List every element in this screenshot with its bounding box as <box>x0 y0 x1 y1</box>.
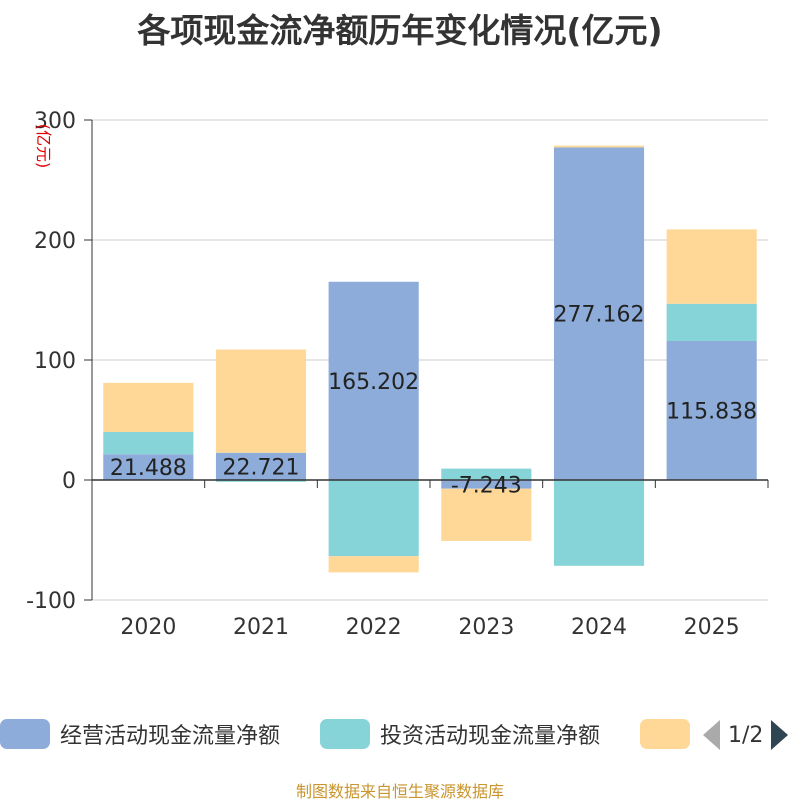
y-axis-label: (亿元) <box>34 124 53 169</box>
data-label: 165.202 <box>328 370 419 395</box>
bars <box>103 145 757 573</box>
legend-item-investing[interactable]: 投资活动现金流量净额 <box>320 716 600 752</box>
legend-swatch-operating <box>0 719 50 749</box>
x-tick-label: 2022 <box>346 615 402 640</box>
legend-swatch-investing <box>320 719 370 749</box>
x-tick-label: 2025 <box>684 615 740 640</box>
axes: -100 0 100 200 300(亿元) 2020 2021 2022 2023 2024 20… <box>26 109 769 640</box>
legend: 经营活动现金流量净额 投资活动现金流量净额 1/2 <box>0 716 800 756</box>
bar-2023-series-2 <box>441 488 532 541</box>
bar-2025-series-1 <box>666 303 757 341</box>
bar-2024-series-2 <box>553 145 645 148</box>
previous-page-icon[interactable] <box>703 720 720 750</box>
legend-label-investing: 投资活动现金流量净额 <box>380 724 601 749</box>
y-tick-label: 0 <box>62 469 76 494</box>
legend-item-operating[interactable]: 经营活动现金流量净额 <box>0 716 280 752</box>
bar-2020-series-2 <box>103 382 194 433</box>
bar-2022-series-0 <box>328 281 419 480</box>
x-tick-label: 2021 <box>233 615 289 640</box>
bar-2020-series-0 <box>103 454 194 480</box>
chart-title: 各项现金流净额历年变化情况(亿元) <box>137 11 663 50</box>
y-tick-label: 200 <box>34 229 76 254</box>
bar-2022-series-2 <box>328 556 419 573</box>
legend-item-third[interactable] <box>640 716 690 752</box>
bar-2024-series-0 <box>553 147 645 481</box>
next-page-icon[interactable] <box>771 720 789 750</box>
y-tick-label: 300 <box>34 109 76 134</box>
grid-lines <box>92 119 768 601</box>
bar-2024-series-1 <box>553 480 645 566</box>
data-label: -7.243 <box>451 473 522 498</box>
legend-pager: 1/2 <box>703 718 789 752</box>
bar-2023-series-1 <box>441 468 532 480</box>
data-label: 22.721 <box>223 455 300 480</box>
data-labels: 21.488 22.721 165.202 -7.243 277.162 115.838 <box>110 303 757 499</box>
bar-2025-series-2 <box>666 229 757 304</box>
bar-2022-series-1 <box>328 480 419 557</box>
bar-2023-series-0 <box>441 480 532 489</box>
source-note: 制图数据来自恒生聚源数据库 <box>295 782 504 801</box>
x-tick-label: 2024 <box>571 615 627 640</box>
bar-2021-series-2 <box>215 349 307 453</box>
bar-2020-series-1 <box>103 432 194 455</box>
y-tick-label: -100 <box>26 589 76 614</box>
y-tick-label: 100 <box>34 349 76 374</box>
bar-2021-series-1 <box>215 480 307 482</box>
data-label: 277.162 <box>554 303 645 328</box>
bar-2025-series-0 <box>666 340 757 480</box>
data-label: 21.488 <box>110 456 187 481</box>
data-label: 115.838 <box>666 399 757 424</box>
x-tick-label: 2023 <box>458 615 514 640</box>
legend-swatch-third <box>640 719 690 749</box>
x-tick-label: 2020 <box>120 615 176 640</box>
legend-label-operating: 经营活动现金流量净额 <box>60 724 281 749</box>
bar-2021-series-0 <box>215 452 307 480</box>
legend-page-indicator: 1/2 <box>728 722 764 748</box>
